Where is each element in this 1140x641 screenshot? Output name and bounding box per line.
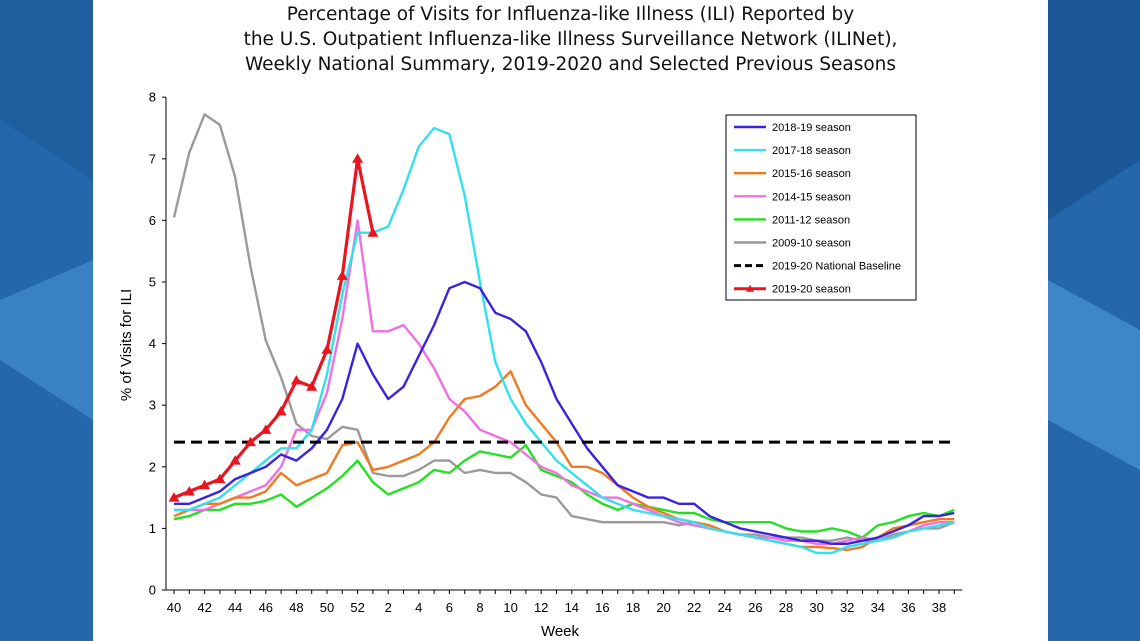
legend-label-2011-12-season: 2011-12 season — [772, 214, 850, 226]
x-tick-label: 36 — [901, 600, 915, 615]
current-season-marker — [321, 344, 333, 354]
legend-label-2017-18-season: 2017-18 season — [772, 145, 851, 157]
legend-label-2019-20-national-baseline: 2019-20 National Baseline — [772, 261, 901, 273]
x-tick-label: 12 — [534, 600, 548, 615]
x-tick-label: 22 — [687, 600, 701, 615]
current-season-marker — [275, 405, 287, 416]
current-season-marker — [306, 381, 318, 391]
x-tick-label: 6 — [446, 600, 453, 615]
x-tick-label: 40 — [167, 600, 181, 615]
x-tick-label: 30 — [809, 600, 823, 615]
current-season-marker — [214, 473, 226, 484]
y-tick-label: 0 — [149, 583, 156, 598]
x-tick-label: 20 — [656, 600, 670, 615]
x-tick-label: 26 — [748, 600, 762, 615]
x-tick-label: 50 — [320, 600, 334, 615]
legend-box — [725, 114, 917, 301]
chart-title: Percentage of Visits for Influenza-like … — [93, 2, 1048, 77]
legend-label-2014-15-season: 2014-15 season — [772, 191, 851, 203]
current-season-marker — [183, 485, 195, 496]
current-season-marker — [367, 227, 379, 237]
current-season-marker — [260, 424, 272, 434]
series-line-2017-18-season — [174, 126, 955, 555]
y-tick-label: 3 — [149, 398, 156, 413]
y-tick-label: 4 — [149, 336, 156, 351]
legend-label-2018-19-season: 2018-19 season — [772, 122, 851, 134]
x-tick-label: 44 — [228, 600, 242, 615]
current-season-marker — [336, 270, 348, 280]
legend-label-2009-10-season: 2009-10 season — [772, 238, 851, 250]
y-tick-label: 6 — [149, 213, 156, 228]
y-tick-label: 2 — [149, 459, 156, 474]
current-season-marker — [168, 492, 180, 502]
y-tick-label: 5 — [149, 275, 156, 290]
title-line-2: the U.S. Outpatient Influenza-like Illne… — [243, 29, 898, 50]
series-line-2015-16-season — [173, 370, 955, 552]
title-line-3: Weekly National Summary, 2019-2020 and S… — [244, 54, 897, 75]
legend-label-2015-16-season: 2015-16 season — [772, 168, 851, 180]
title-line-1: Percentage of Visits for Influenza-like … — [286, 4, 855, 25]
x-tick-label: 8 — [476, 600, 483, 615]
x-tick-label: 28 — [779, 600, 793, 615]
x-tick-label: 18 — [626, 600, 640, 615]
x-axis-label: Week — [541, 623, 580, 640]
x-tick-label: 24 — [718, 600, 732, 615]
y-tick-label: 7 — [149, 151, 156, 166]
x-tick-label: 34 — [871, 600, 885, 615]
y-tick-label: 8 — [149, 90, 156, 105]
x-tick-label: 10 — [503, 600, 517, 615]
x-tick-label: 52 — [350, 600, 364, 615]
x-tick-label: 46 — [259, 600, 273, 615]
current-season-marker — [245, 436, 256, 447]
legend-label-2019-20-season: 2019-20 season — [772, 284, 851, 296]
x-tick-label: 14 — [565, 600, 579, 615]
series-line-2018-19-season — [174, 280, 955, 545]
x-tick-label: 48 — [289, 600, 303, 615]
current-season-marker — [199, 479, 211, 490]
x-tick-label: 16 — [595, 600, 609, 615]
current-season-marker — [352, 153, 364, 163]
legend-marker-2019-20-season — [746, 284, 754, 292]
x-tick-label: 38 — [932, 600, 946, 615]
series-line-current-season — [173, 157, 375, 500]
current-season-marker — [290, 375, 302, 385]
x-tick-label: 4 — [415, 600, 422, 615]
y-tick-label: 1 — [149, 521, 156, 536]
x-tick-label: 32 — [840, 600, 854, 615]
y-axis-label: % of Visits for ILI — [118, 289, 135, 401]
x-tick-label: 2 — [385, 600, 392, 615]
series-line-2014-15-season — [174, 219, 955, 545]
current-season-marker — [229, 455, 241, 465]
x-tick-label: 42 — [197, 600, 211, 615]
